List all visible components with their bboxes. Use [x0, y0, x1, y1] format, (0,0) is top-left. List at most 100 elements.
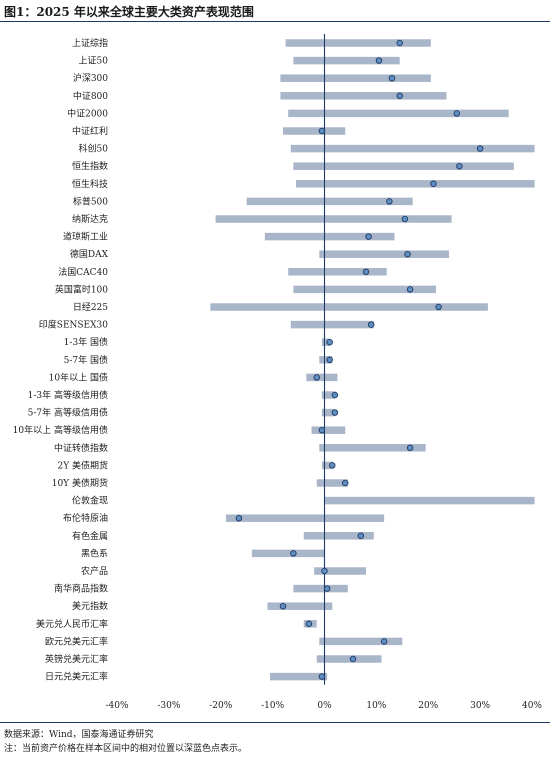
- category-label-row-33: 美元兑人民币汇率: [36, 618, 108, 630]
- x-tick-label-0: -40%: [105, 701, 128, 711]
- current-marker-row-13: [362, 268, 370, 276]
- range-bar-row-9: [246, 197, 413, 206]
- category-label-row-25: 10Y 美债期货: [52, 477, 108, 489]
- category-label-row-7: 恒生指数: [72, 160, 108, 172]
- category-label-row-31: 南华商品指数: [54, 583, 108, 595]
- range-bar-row-13: [288, 268, 387, 276]
- x-tick-label-2: -20%: [209, 701, 232, 711]
- range-bar-row-10: [215, 215, 452, 223]
- current-marker-row-34: [380, 638, 388, 645]
- current-marker-row-14: [406, 286, 414, 293]
- current-marker-row-31: [323, 585, 331, 592]
- current-marker-row-3: [396, 92, 403, 100]
- category-label-row-24: 2Y 美债期货: [57, 459, 108, 471]
- range-bar-row-24: [321, 461, 333, 470]
- current-marker-row-6: [476, 145, 484, 152]
- range-bar-row-35: [316, 655, 382, 663]
- category-label-row-36: 日元兑美元汇率: [45, 671, 108, 683]
- current-marker-row-25: [342, 479, 349, 487]
- category-label-row-14: 英国富时100: [55, 283, 108, 295]
- x-tick-label-8: 40%: [522, 701, 542, 711]
- range-bar-row-12: [319, 250, 449, 258]
- category-label-row-32: 美元指数: [72, 600, 108, 612]
- current-marker-row-10: [401, 215, 409, 223]
- range-bar-row-1: [293, 56, 400, 65]
- x-tick-label-7: 30%: [470, 701, 490, 711]
- category-label-row-20: 1-3年 高等级信用债: [28, 389, 108, 401]
- category-label-row-19: 10年以上 国债: [49, 371, 108, 383]
- range-bar-row-36: [270, 672, 328, 681]
- range-bar-row-30: [314, 567, 366, 575]
- current-marker-row-7: [456, 162, 463, 170]
- range-bar-row-32: [267, 602, 333, 610]
- category-label-row-17: 1-3年 国债: [64, 336, 108, 348]
- range-bar-row-11: [264, 232, 395, 241]
- current-marker-row-23: [406, 444, 414, 452]
- range-bar-row-31: [293, 584, 348, 593]
- current-marker-row-17: [326, 338, 333, 346]
- range-bar-row-28: [303, 532, 374, 540]
- category-label-row-4: 中证2000: [67, 107, 108, 119]
- category-label-row-5: 中证红利: [72, 125, 108, 137]
- x-tick-label-3: -10%: [261, 701, 284, 711]
- current-marker-row-8: [430, 180, 437, 188]
- current-marker-row-20: [331, 391, 339, 399]
- category-label-row-11: 道琼斯工业: [63, 231, 108, 243]
- category-label-row-9: 标普500: [73, 195, 108, 207]
- range-bar-row-0: [285, 39, 431, 47]
- range-bar-row-14: [293, 285, 437, 294]
- range-bar-row-29: [251, 549, 325, 558]
- x-tick-label-5: 10%: [366, 701, 386, 711]
- current-marker-row-36: [318, 673, 326, 680]
- current-marker-row-11: [365, 233, 372, 240]
- category-label-row-15: 日经225: [73, 301, 108, 313]
- range-bar-row-2: [280, 74, 431, 82]
- range-bar-row-26: [324, 496, 535, 505]
- range-bar-row-25: [316, 479, 348, 487]
- current-marker-row-33: [305, 620, 313, 628]
- x-axis-ticks: -40% -30% -20% -10% 0% 10% 20% 30% 40%: [105, 701, 542, 711]
- current-marker-row-18: [326, 356, 333, 364]
- current-marker-row-28: [357, 532, 365, 540]
- current-marker-row-27: [235, 514, 243, 522]
- category-label-row-29: 黑色系: [81, 547, 108, 559]
- current-marker-row-15: [435, 303, 442, 311]
- current-marker-row-30: [321, 567, 328, 575]
- range-bar-row-18: [319, 356, 333, 364]
- category-label-row-1: 上证50: [79, 56, 109, 67]
- range-bar-row-17: [321, 338, 330, 346]
- footnote: 注：当前资产价格在样本区间中的相对位置以深蓝色点表示。: [4, 744, 248, 754]
- current-marker-row-12: [404, 250, 411, 258]
- current-marker-row-29: [290, 550, 297, 557]
- range-bar-row-8: [295, 180, 535, 188]
- current-marker-row-19: [313, 374, 320, 381]
- range-bar-row-4: [288, 109, 509, 118]
- category-label-row-0: 上证综指: [72, 37, 108, 49]
- range-bar-row-34: [319, 637, 403, 646]
- current-marker-row-21: [331, 409, 339, 416]
- range-bar-row-21: [321, 408, 335, 417]
- category-label-row-8: 恒生科技: [72, 178, 108, 190]
- current-marker-row-1: [375, 57, 383, 64]
- range-bar-row-27: [225, 514, 385, 522]
- data-source-note: 数据来源：Wind，国泰海通证券研究: [4, 730, 154, 740]
- current-marker-row-35: [349, 655, 357, 663]
- range-bar-row-23: [319, 444, 426, 452]
- range-bar-row-6: [290, 144, 535, 153]
- category-label-row-30: 农产品: [81, 565, 108, 577]
- category-label-row-26: 伦敦金现: [72, 495, 108, 507]
- category-label-row-28: 有色金属: [72, 530, 108, 542]
- markers-layer: [235, 39, 484, 680]
- range-bar-row-19: [306, 373, 338, 382]
- current-marker-row-16: [367, 321, 375, 328]
- range-bar-row-7: [293, 162, 514, 170]
- current-marker-row-0: [396, 39, 403, 47]
- category-label-row-27: 布伦特原油: [63, 512, 108, 524]
- range-bar-row-22: [311, 426, 346, 434]
- bars-layer: [210, 39, 535, 681]
- category-label-row-22: 10年以上 高等级信用债: [13, 424, 108, 436]
- category-label-row-10: 纳斯达克: [72, 213, 108, 225]
- x-tick-label-1: -30%: [157, 701, 180, 711]
